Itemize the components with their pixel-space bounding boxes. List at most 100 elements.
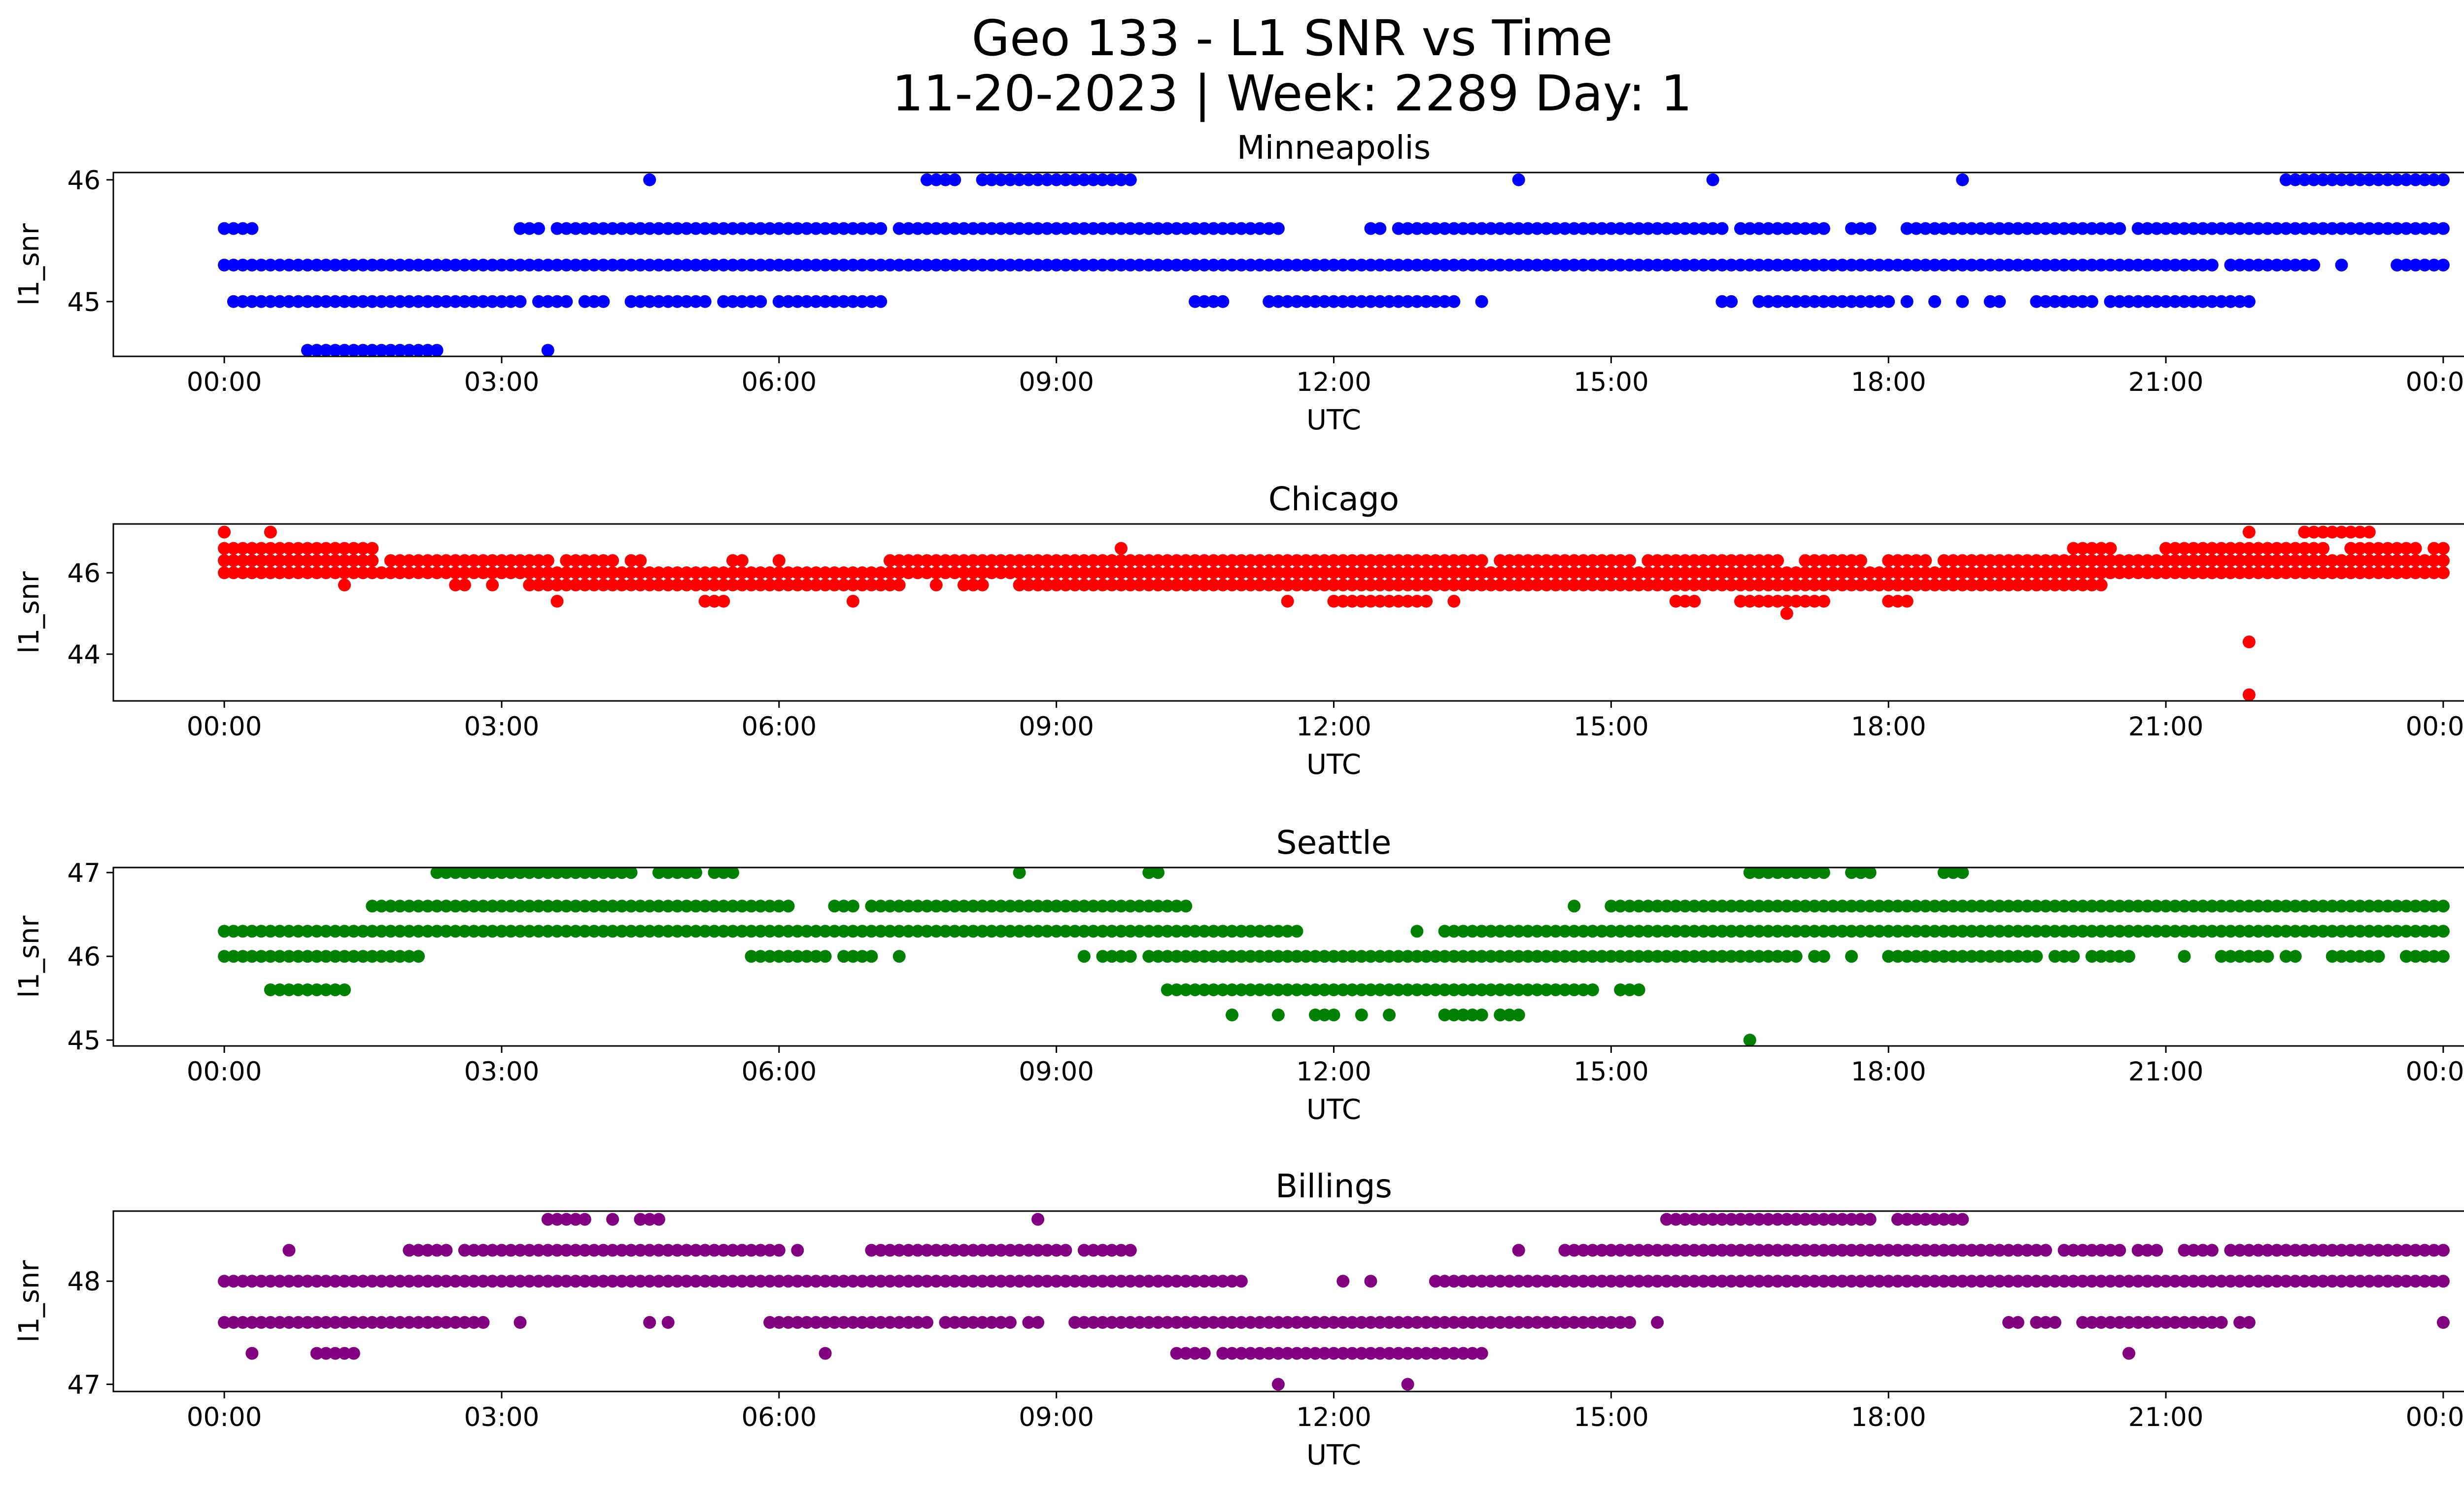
data-point (2418, 222, 2431, 235)
data-point (1910, 900, 1923, 913)
data-point (1882, 1275, 1895, 1288)
data-point (958, 1316, 970, 1329)
data-point (1715, 222, 1729, 235)
data-point (412, 554, 425, 567)
data-point (985, 1275, 998, 1288)
data-point (2159, 295, 2172, 308)
data-point (754, 566, 767, 579)
data-point (2436, 542, 2450, 555)
data-point (856, 295, 869, 308)
data-point (1031, 1275, 1045, 1288)
data-point (1614, 258, 1627, 272)
data-point (1900, 900, 1914, 913)
data-point (338, 344, 351, 356)
data-point (698, 578, 712, 591)
data-point (1234, 554, 1248, 567)
data-point (458, 900, 471, 913)
data-point (1771, 925, 1784, 938)
data-point (1401, 578, 1414, 591)
data-point (1087, 258, 1100, 272)
data-point (2391, 925, 2404, 938)
data-point (1115, 1275, 1128, 1288)
data-point (1087, 554, 1100, 567)
data-point (2178, 542, 2191, 555)
data-point (1558, 1316, 1572, 1329)
data-point (1318, 578, 1331, 591)
data-point (2289, 173, 2302, 186)
data-point (1771, 1275, 1784, 1288)
data-point (1799, 868, 1812, 879)
data-point (1512, 554, 1525, 567)
data-point (2399, 222, 2413, 235)
data-point (708, 258, 721, 272)
data-point (763, 950, 777, 963)
data-point (1022, 1316, 1035, 1329)
data-point (671, 1275, 684, 1288)
data-point (2168, 925, 2182, 938)
data-point (458, 554, 471, 567)
data-point (2150, 295, 2163, 308)
data-point (2076, 578, 2089, 591)
data-point (375, 1316, 388, 1329)
data-point (652, 1213, 665, 1226)
data-point (458, 925, 471, 938)
data-point (2002, 258, 2016, 272)
data-point (828, 1316, 841, 1329)
data-point (319, 554, 333, 567)
data-point (1845, 566, 1858, 579)
data-point (1300, 566, 1313, 579)
data-point (2335, 173, 2348, 186)
data-point (560, 566, 573, 579)
data-point (948, 554, 961, 567)
data-point (1040, 900, 1054, 913)
data-point (1642, 258, 1655, 272)
data-point (1651, 258, 1664, 272)
data-point (2372, 173, 2385, 186)
data-point (1447, 1275, 1461, 1288)
data-point (772, 1244, 786, 1257)
data-point (1531, 983, 1544, 997)
data-point (523, 222, 536, 235)
data-point (2196, 295, 2210, 308)
data-point (689, 868, 702, 879)
data-point (754, 258, 767, 272)
data-point (440, 868, 453, 879)
data-point (1050, 566, 1063, 579)
data-point (560, 578, 573, 591)
data-point (1558, 554, 1572, 567)
data-point (1457, 983, 1470, 997)
data-point (1346, 258, 1359, 272)
data-point (1845, 1244, 1858, 1257)
data-point (708, 1244, 721, 1257)
data-point (532, 566, 545, 579)
data-point (2372, 1244, 2385, 1257)
data-point (1780, 578, 1793, 591)
data-point (754, 950, 767, 963)
data-point (2104, 1244, 2117, 1257)
data-point (1161, 950, 1174, 963)
data-point (892, 925, 906, 938)
data-point (2233, 950, 2247, 963)
data-point (2372, 925, 2385, 938)
data-point (1863, 578, 1877, 591)
data-point (2020, 1275, 2034, 1288)
data-point (2307, 525, 2321, 539)
data-point (1142, 925, 1156, 938)
data-point (2362, 542, 2376, 555)
data-point (1789, 950, 1803, 963)
data-point (1383, 295, 1396, 308)
data-point (2150, 222, 2163, 235)
data-point (1993, 900, 2006, 913)
data-point (2391, 173, 2404, 186)
data-point (966, 578, 980, 591)
data-point (1059, 1244, 1072, 1257)
data-point (2085, 1316, 2098, 1329)
data-point (1290, 295, 1303, 308)
data-point (301, 258, 314, 272)
data-point (1438, 295, 1451, 308)
data-point (2242, 1275, 2256, 1288)
data-point (1845, 295, 1858, 308)
data-point (2381, 554, 2395, 567)
data-point (1725, 1213, 1738, 1226)
data-point (1170, 925, 1183, 938)
